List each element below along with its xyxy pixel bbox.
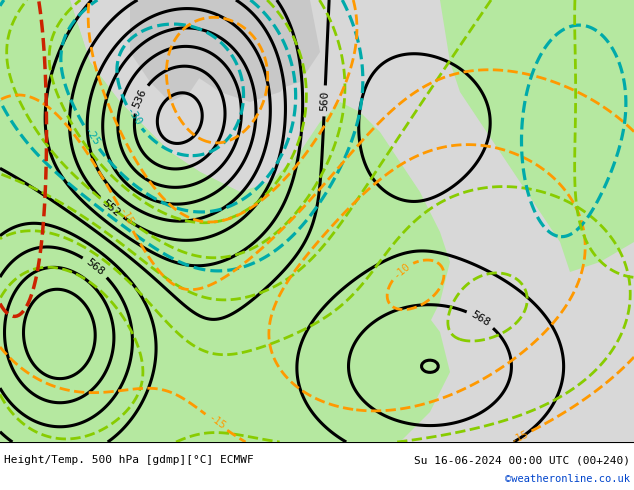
Text: Height/Temp. 500 hPa [gdmp][°C] ECMWF: Height/Temp. 500 hPa [gdmp][°C] ECMWF — [4, 455, 254, 465]
Polygon shape — [150, 0, 310, 102]
Polygon shape — [430, 0, 634, 272]
Polygon shape — [0, 0, 450, 442]
Text: Su 16-06-2024 00:00 UTC (00+240): Su 16-06-2024 00:00 UTC (00+240) — [414, 455, 630, 465]
Polygon shape — [0, 0, 450, 442]
Text: -15: -15 — [509, 428, 530, 445]
Text: ©weatheronline.co.uk: ©weatheronline.co.uk — [505, 474, 630, 485]
Text: -15: -15 — [206, 413, 227, 432]
Text: 568: 568 — [469, 309, 492, 328]
Polygon shape — [130, 0, 210, 102]
Polygon shape — [200, 0, 320, 92]
Text: -30: -30 — [124, 106, 143, 128]
Text: -10: -10 — [391, 261, 412, 280]
Polygon shape — [165, 10, 230, 70]
Text: 568: 568 — [84, 257, 107, 277]
Text: 536: 536 — [131, 88, 149, 110]
Text: 552: 552 — [100, 197, 122, 218]
Text: -25: -25 — [81, 126, 101, 148]
Text: -15: -15 — [116, 206, 134, 228]
Text: 560: 560 — [319, 91, 330, 111]
